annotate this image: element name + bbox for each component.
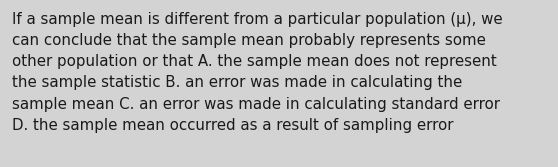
Text: If a sample mean is different from a particular population (μ), we
can conclude : If a sample mean is different from a par… <box>12 12 503 133</box>
